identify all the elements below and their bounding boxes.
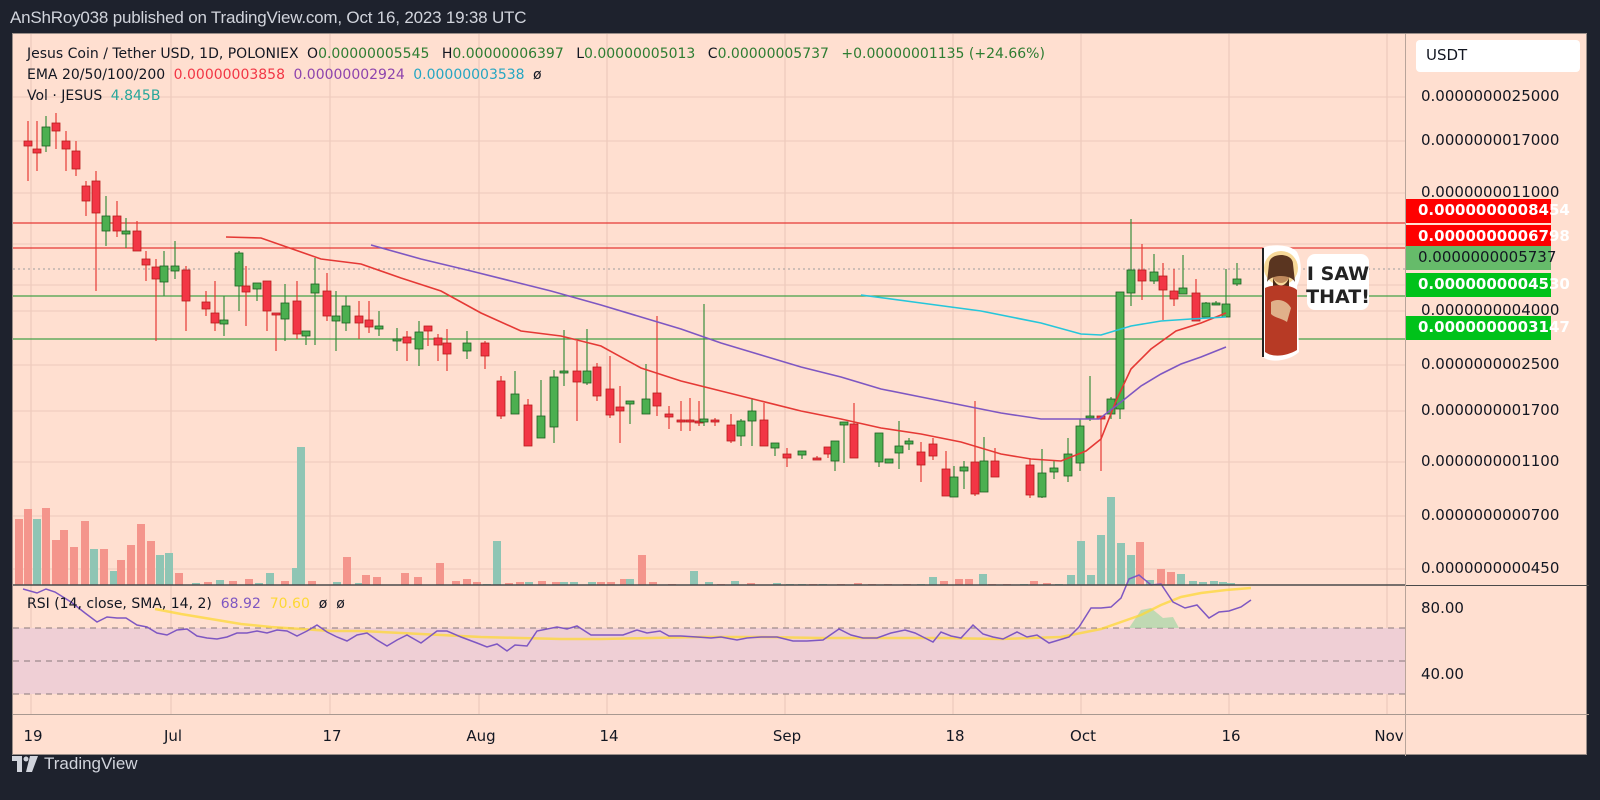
- time-tick: 17: [322, 727, 342, 745]
- rsi-label[interactable]: RSI (14, close, SMA, 14, 2): [27, 596, 212, 612]
- time-tick: Nov: [1374, 727, 1404, 745]
- grid-lines: [13, 34, 1405, 714]
- candlesticks: [0, 113, 1242, 498]
- price-tick: 0.0000000001700: [1421, 401, 1560, 419]
- ema200-value: ø: [533, 67, 542, 83]
- price-tick: 0.0000000004000: [1421, 301, 1560, 319]
- time-tick: 18: [945, 727, 965, 745]
- symbol-label[interactable]: Jesus Coin / Tether USD, 1D, POLONIEX: [27, 46, 299, 62]
- ema-lines: [225, 236, 1227, 462]
- tradingview-logo[interactable]: TradingView: [12, 754, 138, 774]
- currency-selector[interactable]: USDT: [1416, 40, 1580, 72]
- axis-bottom-border: [1406, 714, 1589, 715]
- jesus-sticker: I SAW THAT!: [1251, 242, 1370, 362]
- volume-value: 4.845B: [110, 88, 161, 104]
- price-axis[interactable]: USDT 0.0000000025000 0.0000000017000 0.000…: [1405, 34, 1589, 756]
- price-level-label: 0.0000000008454: [1406, 199, 1570, 223]
- legend-volume-row: Vol · JESUS 4.845B: [27, 86, 1049, 107]
- i-saw-that-sticker-icon: I SAW THAT!: [1262, 245, 1370, 361]
- open-value: 0.00000005545: [318, 46, 430, 62]
- price-level-label: 0.0000000004530: [1406, 273, 1570, 297]
- rsi-value: 68.92: [220, 596, 261, 612]
- price-level-label: 0.0000000006798: [1406, 225, 1570, 249]
- publisher-line: AnShRoy038 published on TradingView.com,…: [10, 8, 527, 27]
- close-value: 0.00000005737: [717, 46, 829, 62]
- price-tick: 0.0000000001100: [1421, 452, 1560, 470]
- rsi-lines: [22, 574, 1252, 652]
- time-axis[interactable]: 19 Jul 17 Aug 14 Sep 18 Oct 16 Nov: [13, 714, 1405, 756]
- price-level-label: 0.0000000003147: [1406, 316, 1570, 340]
- tradingview-logo-icon: [12, 756, 38, 772]
- price-level-label: 0.0000000005737: [1406, 246, 1556, 270]
- price-tick: 0.0000000002500: [1421, 355, 1560, 373]
- price-chart: [0, 34, 1405, 714]
- price-tick: 0.0000000000450: [1421, 559, 1560, 577]
- rsi-sma-value: 70.60: [269, 596, 310, 612]
- low-value: 0.00000005013: [584, 46, 696, 62]
- legend-ohlc-row: Jesus Coin / Tether USD, 1D, POLONIEX O0…: [27, 46, 1045, 62]
- time-tick: Oct: [1070, 727, 1096, 745]
- svg-text:THAT!: THAT!: [1306, 286, 1369, 308]
- volume-label[interactable]: Vol · JESUS: [27, 88, 103, 104]
- chart-frame: Jesus Coin / Tether USD, 1D, POLONIEX O0…: [0, 33, 1589, 756]
- time-tick: 19: [23, 727, 43, 745]
- ema20-value: 0.00000003858: [173, 67, 285, 83]
- ema100-value: 0.00000003538: [413, 67, 525, 83]
- time-tick: 14: [599, 727, 619, 745]
- time-tick: 16: [1221, 727, 1241, 745]
- rsi-legend: RSI (14, close, SMA, 14, 2) 68.92 70.60 …: [27, 596, 345, 612]
- volume-bars: [1, 447, 1235, 585]
- time-tick: Aug: [466, 727, 496, 745]
- time-tick: Sep: [772, 727, 802, 745]
- rsi-tick: 40.00: [1421, 665, 1464, 683]
- price-tick: 0.0000000011000: [1421, 183, 1560, 201]
- change-value: +0.00000001135 (+24.66%): [841, 46, 1045, 62]
- svg-text:I SAW: I SAW: [1307, 263, 1369, 285]
- high-value: 0.00000006397: [452, 46, 564, 62]
- price-tick: 0.0000000000700: [1421, 506, 1560, 524]
- ema50-value: 0.00000002924: [293, 67, 405, 83]
- price-tick: 0.0000000017000: [1421, 131, 1560, 149]
- plot-area[interactable]: Jesus Coin / Tether USD, 1D, POLONIEX O0…: [0, 34, 1405, 714]
- legend-ema-row: EMA 20/50/100/200 0.00000003858 0.000000…: [27, 65, 1049, 86]
- ema-label[interactable]: EMA 20/50/100/200: [27, 67, 166, 83]
- time-tick: Jul: [163, 727, 183, 745]
- axis-pane-separator: [1406, 585, 1589, 586]
- tradingview-brand: TradingView: [44, 754, 138, 773]
- rsi-tick: 80.00: [1421, 599, 1464, 617]
- price-tick: 0.0000000025000: [1421, 87, 1560, 105]
- chart-legend: Jesus Coin / Tether USD, 1D, POLONIEX O0…: [27, 44, 1049, 107]
